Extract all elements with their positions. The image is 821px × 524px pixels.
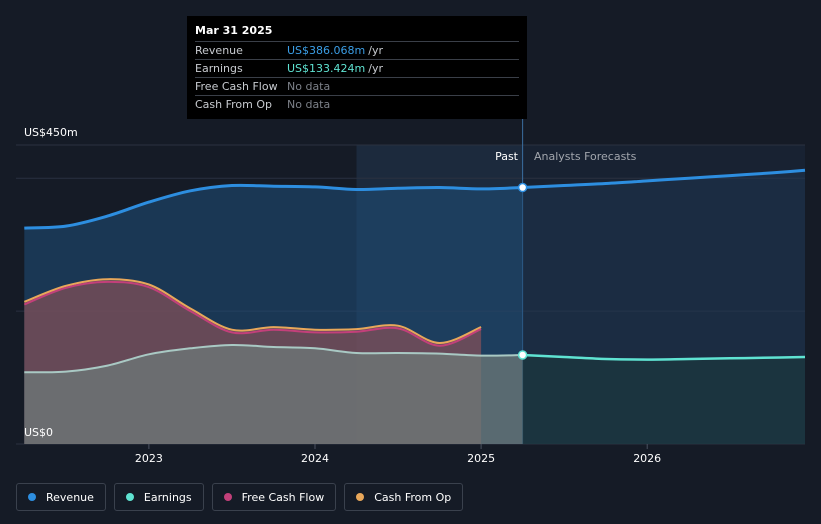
earnings-dot-icon <box>125 493 134 501</box>
revenue-line <box>24 183 523 230</box>
tooltip-label: Revenue <box>195 44 243 57</box>
tooltip-row-revenue: Revenue US$386.068m /yr <box>195 41 519 59</box>
legend-item-cash-from-op[interactable]: Cash From Op <box>344 483 464 511</box>
earnings-forecast-line <box>522 353 806 361</box>
tooltip-value: US$133.424m <box>287 62 366 75</box>
tooltip-row-earnings: Earnings US$133.424m /yr <box>195 59 519 77</box>
earnings-line <box>24 343 523 374</box>
tooltip-label: Earnings <box>195 62 243 75</box>
legend-item-earnings[interactable]: Earnings <box>113 483 204 511</box>
x-tick-label: 2024 <box>301 452 329 465</box>
cash-from-op-line <box>23 278 482 345</box>
revenue-dot-icon <box>28 493 36 501</box>
x-tick-label: 2026 <box>633 452 661 465</box>
revenue-marker <box>517 182 528 193</box>
legend-label: Revenue <box>46 490 94 504</box>
tooltip-row-cash-from-op: Cash From Op No data <box>195 95 519 113</box>
tooltip-value: No data <box>287 98 331 111</box>
legend-label: Cash From Op <box>374 490 452 504</box>
x-tick-label: 2023 <box>135 452 163 465</box>
tooltip-unit: /yr <box>368 62 383 75</box>
tooltip-label: Free Cash Flow <box>195 80 278 93</box>
earnings-area <box>24 344 523 444</box>
tooltip-unit: /yr <box>368 44 383 57</box>
tooltip-value: No data <box>287 80 331 93</box>
tooltip-date: Mar 31 2025 <box>195 24 273 37</box>
y-axis-bottom-label: US$0 <box>24 426 53 439</box>
forecast-label: Analysts Forecasts <box>534 150 637 163</box>
y-axis-top-label: US$450m <box>24 126 78 139</box>
legend-item-revenue[interactable]: Revenue <box>16 483 106 511</box>
legend-label: Earnings <box>143 490 192 504</box>
tooltip-label: Cash From Op <box>195 98 273 111</box>
revenue-forecast-line <box>522 168 806 189</box>
earnings-marker <box>517 350 528 360</box>
tooltip-value: US$386.068m <box>287 44 366 57</box>
free-cash-flow-line <box>23 280 482 347</box>
earnings-forecast-area <box>522 355 805 444</box>
legend-label: Free Cash Flow <box>241 490 325 504</box>
tooltip-row-free-cash-flow: Free Cash Flow No data <box>195 77 519 95</box>
cash-from-op-dot-icon <box>356 493 365 501</box>
x-tick-label: 2025 <box>467 452 495 465</box>
chart-legend: Revenue Earnings Free Cash Flow Cash Fro… <box>16 483 464 511</box>
legend-item-free-cash-flow[interactable]: Free Cash Flow <box>211 483 337 511</box>
data-tooltip: Mar 31 2025 Revenue US$386.068m /yr Earn… <box>187 16 527 119</box>
past-label: Past <box>495 150 519 163</box>
free-cash-flow-dot-icon <box>223 493 232 501</box>
